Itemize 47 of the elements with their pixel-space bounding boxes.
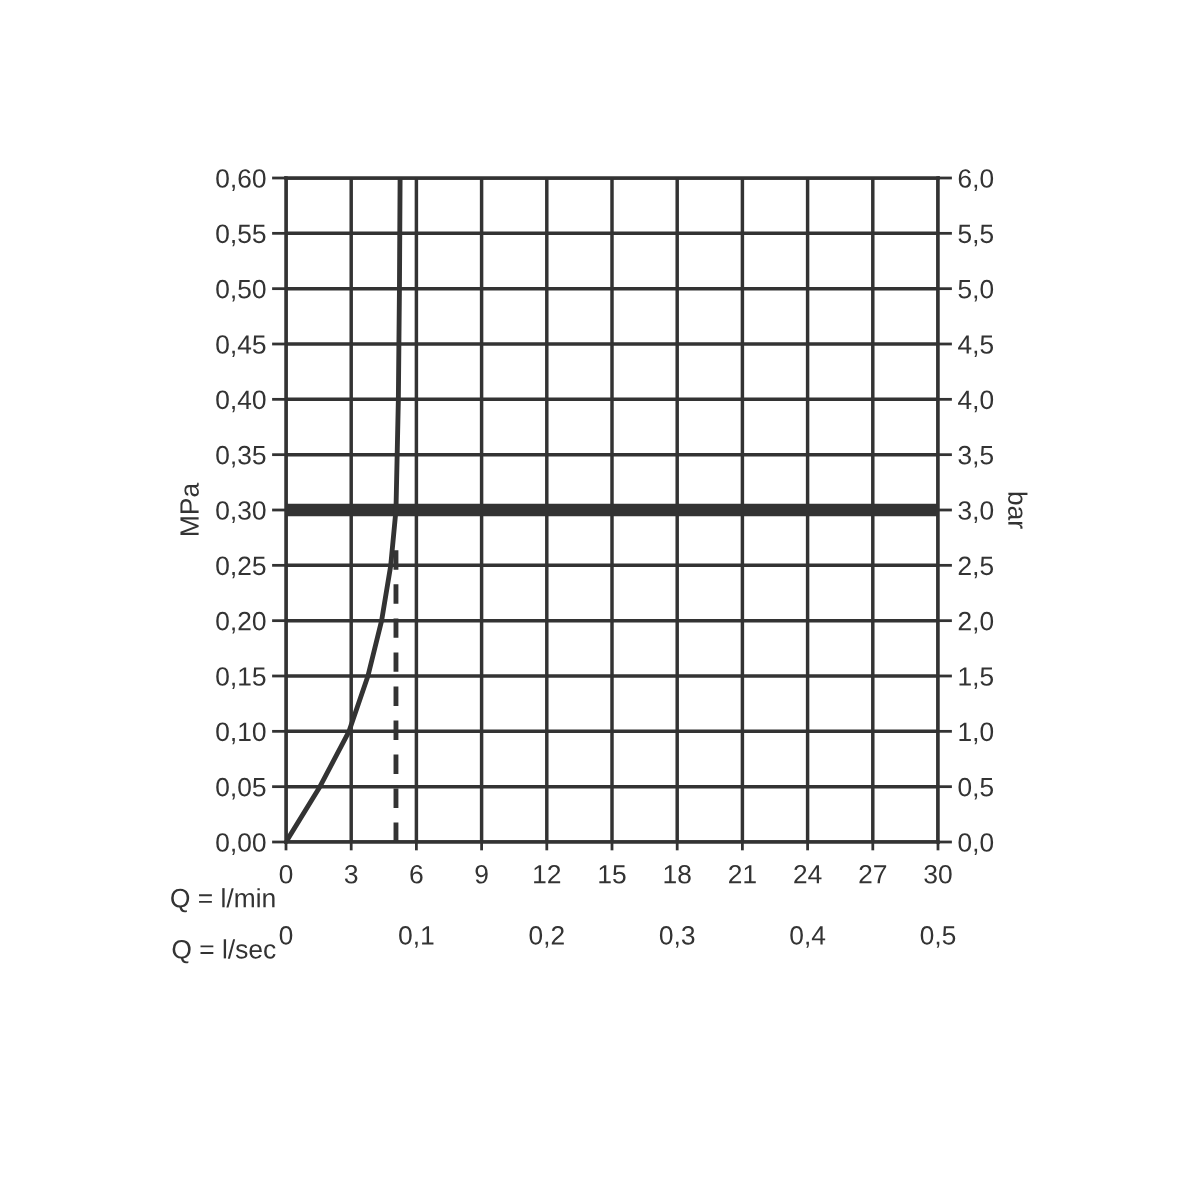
y-tick-label: 0,50 bbox=[216, 279, 266, 302]
y-tick-label: 0,20 bbox=[216, 611, 266, 634]
x-tick-label: 27 bbox=[859, 864, 887, 884]
y-tick-label: 0,35 bbox=[216, 445, 266, 468]
y2-tick-label: 0,0 bbox=[958, 833, 994, 855]
x-tick-label: 24 bbox=[794, 864, 822, 884]
y2-tick-label: 5,5 bbox=[958, 224, 994, 247]
y-tick-label: 0,45 bbox=[216, 335, 266, 357]
x2-tick-label: 0,5 bbox=[920, 926, 956, 948]
x-tick-label: 3 bbox=[344, 864, 358, 884]
x2-tick-label: 0,4 bbox=[790, 926, 826, 948]
x-tick-label: 9 bbox=[475, 864, 488, 884]
y2-axis-title: bar bbox=[1008, 492, 1028, 529]
x-tick-label: 12 bbox=[534, 864, 561, 884]
y-tick-label: 0,15 bbox=[216, 667, 266, 689]
x-tick-label: 21 bbox=[729, 864, 756, 884]
y-axis-title: MPa bbox=[180, 482, 199, 535]
y2-tick-label: 1,5 bbox=[959, 667, 994, 689]
y-tick-label: 0,10 bbox=[216, 722, 266, 745]
y2-tick-label: 3,5 bbox=[958, 445, 994, 468]
x-tick-label: 18 bbox=[664, 864, 691, 884]
x-tick-label: 30 bbox=[924, 864, 952, 884]
x2-axis-title: Q = l/sec bbox=[172, 939, 276, 964]
x2-tick-label: 0,3 bbox=[659, 926, 695, 948]
x-axis-title: Q = l/min bbox=[171, 888, 275, 913]
y2-tick-label: 6,0 bbox=[958, 169, 994, 191]
x-tick-label: 15 bbox=[599, 865, 626, 884]
y2-tick-label: 4,5 bbox=[958, 335, 994, 357]
x2-tick-label: 0,2 bbox=[529, 926, 564, 948]
y-tick-label: 0,25 bbox=[216, 556, 266, 579]
x2-tick-label: 0,1 bbox=[399, 926, 434, 948]
y-tick-label: 0,00 bbox=[216, 833, 266, 855]
y2-tick-label: 2,5 bbox=[958, 556, 994, 579]
x-tick-label: 0 bbox=[279, 864, 293, 884]
y2-tick-label: 4,0 bbox=[958, 390, 994, 413]
y2-tick-label: 5,0 bbox=[958, 279, 994, 302]
y2-tick-label: 0,5 bbox=[958, 777, 994, 800]
x-tick-label: 6 bbox=[410, 864, 423, 884]
y2-tick-label: 1,0 bbox=[959, 722, 994, 745]
y2-tick-label: 2,0 bbox=[958, 611, 994, 634]
y-tick-label: 0,05 bbox=[216, 777, 266, 800]
y-tick-label: 0,40 bbox=[216, 390, 266, 413]
y2-tick-label: 3,0 bbox=[958, 501, 994, 523]
y-tick-label: 0,60 bbox=[216, 169, 266, 191]
y-tick-label: 0,30 bbox=[216, 501, 266, 523]
y-tick-label: 0,55 bbox=[216, 224, 266, 247]
x2-tick-label: 0 bbox=[279, 926, 293, 945]
